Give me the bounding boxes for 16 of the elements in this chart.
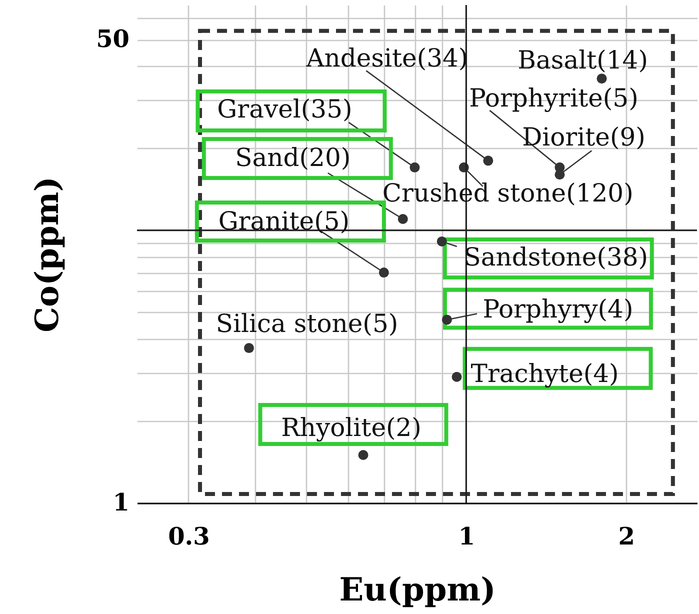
annotation: Gravel(35) [217, 94, 352, 124]
x-tick-label: 1 [458, 522, 476, 550]
x-tick-label: 2 [618, 522, 635, 550]
y-tick-label: 50 [96, 24, 130, 54]
annotation: Rhyolite(2) [281, 412, 422, 442]
annotation: Granite(5) [218, 206, 350, 236]
x-axis-title: Eu(ppm) [339, 570, 496, 608]
annotation: Silica stone(5) [216, 309, 398, 338]
annotation: Diorite(9) [522, 122, 646, 152]
annotation: Basalt(14) [518, 46, 648, 75]
x-tick-label: 0.3 [168, 522, 210, 550]
y-axis-title: Co(ppm) [28, 176, 66, 332]
annotation: Trachyte(4) [470, 358, 619, 388]
annotation: Porphyrite(5) [469, 83, 638, 112]
annotation: Sand(20) [235, 142, 351, 172]
annotation: Porphyry(4) [482, 294, 634, 324]
